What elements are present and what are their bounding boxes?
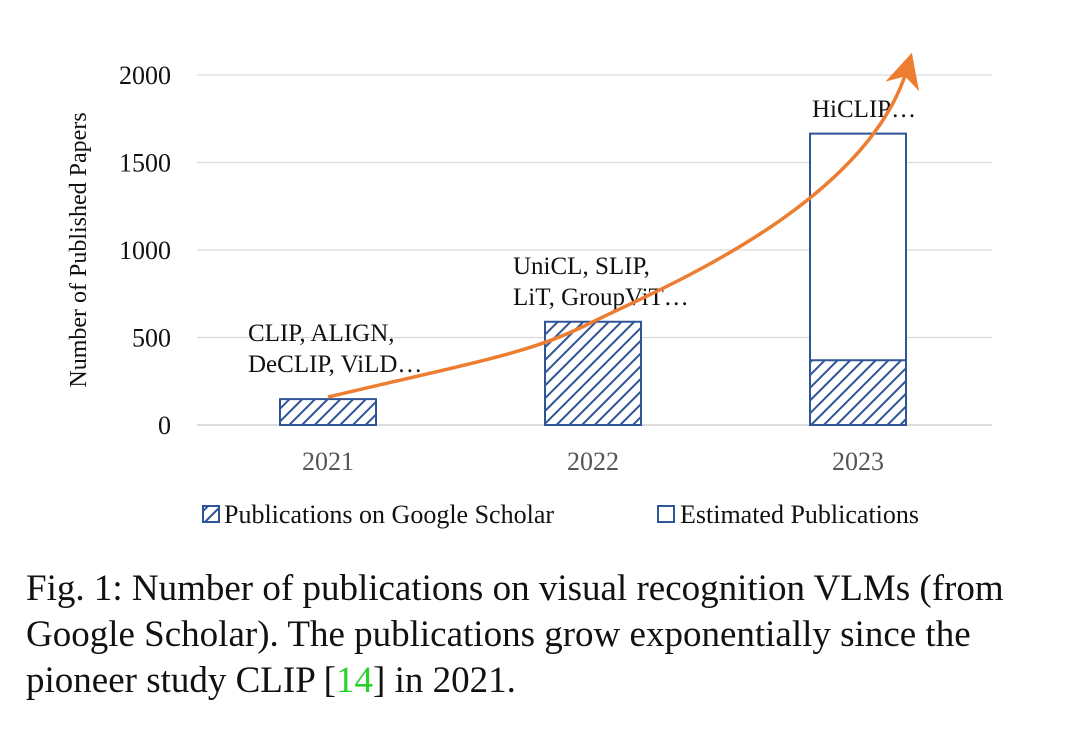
caption-text-end: ] in 2021. [373,660,516,701]
growth-trend-arrow [327,52,920,399]
legend-swatch-estimated [657,505,675,523]
y-tick-label-1000: 1000 [119,236,171,265]
annotation-2023-line-1: HiCLIP… [812,96,916,123]
y-tick-label-1500: 1500 [119,149,171,178]
citation-link[interactable]: 14 [336,660,374,701]
annotation-2021-line-2: DeCLIP, ViLD… [248,351,422,378]
x-tick-label-2022: 2022 [567,447,619,476]
y-tick-label-0: 0 [158,411,171,440]
annotation-2021-line-1: CLIP, ALIGN, [248,320,395,347]
caption-text: Fig. 1: Number of publications on visual… [26,568,1004,701]
x-tick-label-2021: 2021 [302,447,354,476]
figure-caption: Fig. 1: Number of publications on visual… [26,566,1066,704]
x-tick-label-2023: 2023 [832,447,884,476]
y-axis-label: Number of Published Papers [66,112,92,387]
y-tick-label-500: 500 [132,324,171,353]
legend-swatch-google-scholar [202,505,220,523]
bar-google-scholar-2023 [809,359,907,426]
legend: Publications on Google Scholar Estimated… [202,500,919,529]
legend-label-estimated: Estimated Publications [680,500,919,529]
bar-google-scholar-2022 [544,320,642,426]
y-tick-label-2000: 2000 [119,61,171,90]
publications-bar-chart: 0 500 1000 1500 2000 2021 2022 2023 CLIP, ALIG… [66,52,992,529]
annotation-2022-line-1: UniCL, SLIP, [513,253,650,280]
bar-google-scholar-2021 [279,398,377,427]
legend-label-google-scholar: Publications on Google Scholar [224,500,554,529]
